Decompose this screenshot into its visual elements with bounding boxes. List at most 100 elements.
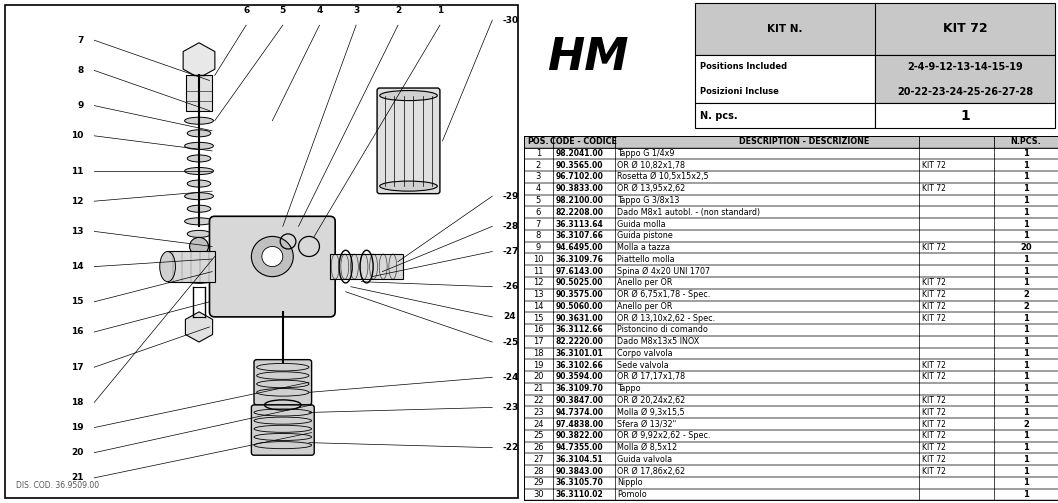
Ellipse shape <box>160 252 176 282</box>
Text: 36.3102.66: 36.3102.66 <box>555 361 603 370</box>
Bar <box>524 348 1058 359</box>
Text: Tappo G 1/4x9: Tappo G 1/4x9 <box>617 149 675 158</box>
Text: Nipplo: Nipplo <box>617 478 643 487</box>
Text: 1: 1 <box>1023 478 1028 487</box>
Text: KIT 72: KIT 72 <box>922 396 946 405</box>
Bar <box>524 453 1058 465</box>
Text: -28: -28 <box>503 222 519 231</box>
Text: 21: 21 <box>533 384 544 393</box>
Text: Spina Ø 4x20 UNI 1707: Spina Ø 4x20 UNI 1707 <box>617 267 710 276</box>
Text: Molla Ø 9,3x15,5: Molla Ø 9,3x15,5 <box>617 408 685 417</box>
Text: 36.3109.76: 36.3109.76 <box>555 255 604 264</box>
Text: 1: 1 <box>1023 349 1028 358</box>
Text: 14: 14 <box>533 302 544 311</box>
Text: 1: 1 <box>1023 149 1028 158</box>
Bar <box>524 218 1058 230</box>
Bar <box>524 359 1058 371</box>
Text: 24: 24 <box>503 312 515 321</box>
Text: 2: 2 <box>1023 420 1028 429</box>
Bar <box>524 230 1058 241</box>
Ellipse shape <box>380 181 437 191</box>
Text: 90.3822.00: 90.3822.00 <box>555 431 604 440</box>
Text: 6: 6 <box>535 208 541 217</box>
Text: OR Ø 17,86x2,62: OR Ø 17,86x2,62 <box>617 467 686 475</box>
Text: HM: HM <box>547 36 628 79</box>
Text: 18: 18 <box>533 349 544 358</box>
Text: 20: 20 <box>72 448 84 457</box>
Text: 11: 11 <box>71 166 84 176</box>
Text: 1: 1 <box>1023 255 1028 264</box>
Text: -27: -27 <box>503 247 519 256</box>
Text: 2: 2 <box>1023 302 1028 311</box>
Text: OR Ø 17,17x1,78: OR Ø 17,17x1,78 <box>617 372 686 381</box>
Text: 98.2100.00: 98.2100.00 <box>555 196 604 205</box>
Bar <box>524 324 1058 336</box>
Ellipse shape <box>187 180 211 187</box>
Text: 36.3110.02: 36.3110.02 <box>555 490 603 499</box>
Text: Positions Included: Positions Included <box>700 62 787 71</box>
Text: -22: -22 <box>503 443 519 452</box>
Text: 18: 18 <box>71 398 84 407</box>
Text: 7: 7 <box>77 36 84 45</box>
Text: OR Ø 6,75x1,78 - Spec.: OR Ø 6,75x1,78 - Spec. <box>617 290 711 299</box>
Text: KIT 72: KIT 72 <box>922 361 946 370</box>
Text: 1: 1 <box>1023 196 1028 205</box>
Bar <box>524 136 1058 147</box>
Text: KIT 72: KIT 72 <box>943 23 987 35</box>
Text: 30: 30 <box>533 490 544 499</box>
Text: 1: 1 <box>1023 267 1028 276</box>
Text: 25: 25 <box>533 431 544 440</box>
Text: 36.3107.66: 36.3107.66 <box>555 231 604 240</box>
Text: DIS. COD. 36.9509.00: DIS. COD. 36.9509.00 <box>16 481 98 490</box>
Bar <box>524 206 1058 218</box>
Ellipse shape <box>380 91 437 101</box>
Text: 90.3833.00: 90.3833.00 <box>555 184 604 193</box>
Text: N. pcs.: N. pcs. <box>700 111 737 121</box>
Text: 2: 2 <box>535 161 541 170</box>
Text: 12: 12 <box>533 278 544 287</box>
Text: KIT 72: KIT 72 <box>922 302 946 311</box>
Text: Molla a tazza: Molla a tazza <box>617 243 670 252</box>
Text: 90.5060.00: 90.5060.00 <box>555 302 603 311</box>
Text: 1: 1 <box>1023 278 1028 287</box>
Text: Dado M8x1 autobl. - (non standard): Dado M8x1 autobl. - (non standard) <box>617 208 761 217</box>
Text: KIT 72: KIT 72 <box>922 372 946 381</box>
Text: 13: 13 <box>71 227 84 236</box>
Ellipse shape <box>184 117 214 124</box>
Text: 94.6495.00: 94.6495.00 <box>555 243 603 252</box>
Text: 1: 1 <box>1023 443 1028 452</box>
Text: Guida valvola: Guida valvola <box>617 455 672 464</box>
Text: N.PCS.: N.PCS. <box>1010 137 1041 146</box>
Bar <box>524 477 1058 489</box>
Bar <box>524 241 1058 254</box>
Text: 1: 1 <box>1023 208 1028 217</box>
Text: 36.3101.01: 36.3101.01 <box>555 349 603 358</box>
Text: KIT N.: KIT N. <box>767 24 803 34</box>
Text: Tappo G 3/8x13: Tappo G 3/8x13 <box>617 196 679 205</box>
Ellipse shape <box>184 142 214 149</box>
Text: Posizioni Incluse: Posizioni Incluse <box>700 88 779 96</box>
Text: 20-22-23-24-25-26-27-28: 20-22-23-24-25-26-27-28 <box>897 87 1034 97</box>
Text: 12: 12 <box>71 197 84 206</box>
Text: 90.3631.00: 90.3631.00 <box>555 314 603 322</box>
Text: 10: 10 <box>72 131 84 140</box>
Bar <box>330 254 403 279</box>
Text: 8: 8 <box>77 66 84 75</box>
Text: 15: 15 <box>71 297 84 306</box>
Bar <box>875 103 1055 128</box>
Bar <box>524 277 1058 289</box>
Text: KIT 72: KIT 72 <box>922 161 946 170</box>
Text: KIT 72: KIT 72 <box>922 408 946 417</box>
Bar <box>695 55 875 103</box>
Text: 14: 14 <box>71 262 84 271</box>
Text: KIT 72: KIT 72 <box>922 243 946 252</box>
Bar <box>524 265 1058 277</box>
Bar <box>524 300 1058 312</box>
Bar <box>524 289 1058 300</box>
Text: 6: 6 <box>243 6 250 15</box>
FancyBboxPatch shape <box>209 216 335 317</box>
Text: OR Ø 9,92x2,62 - Spec.: OR Ø 9,92x2,62 - Spec. <box>617 431 711 440</box>
Ellipse shape <box>184 218 214 225</box>
Text: OR Ø 20,24x2,62: OR Ø 20,24x2,62 <box>617 396 686 405</box>
Bar <box>524 442 1058 453</box>
